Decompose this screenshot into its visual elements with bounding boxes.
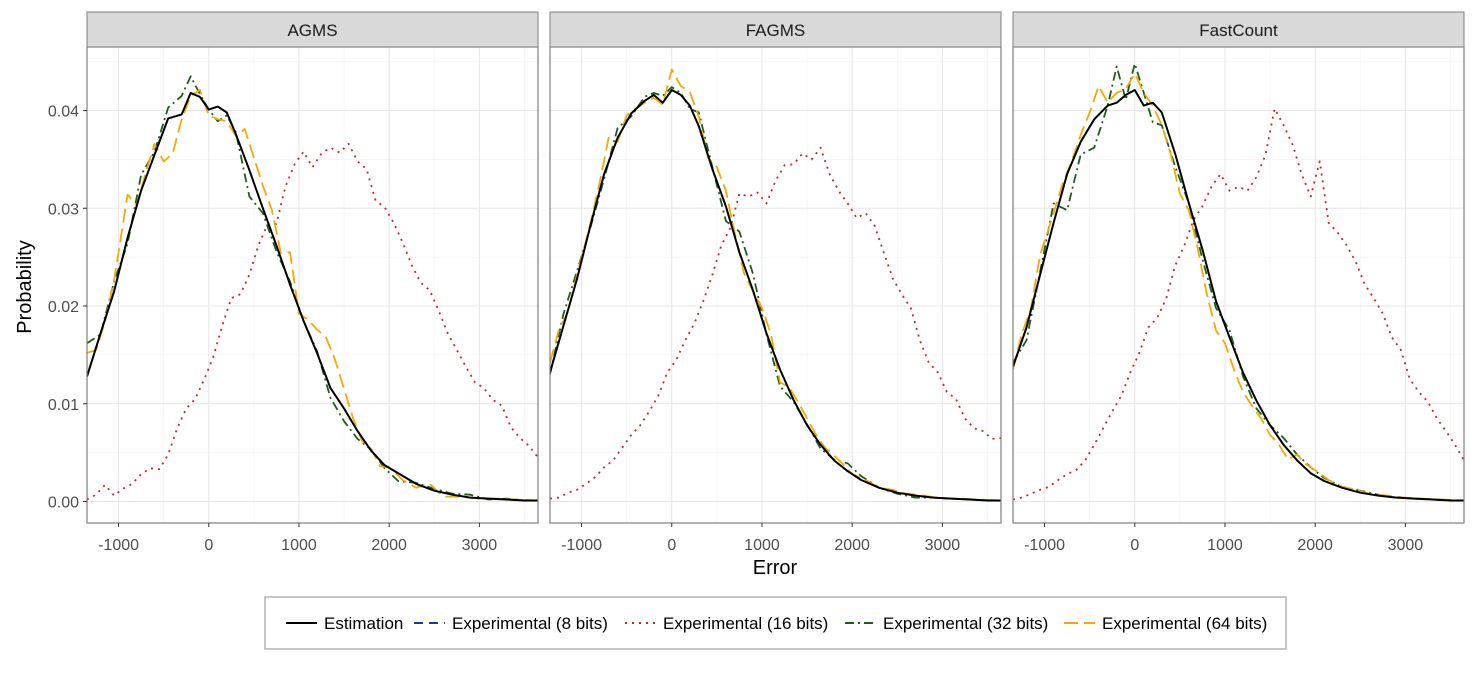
y-axis-title: Probability [14,240,36,333]
facet-strip-label: FastCount [1199,21,1278,40]
x-axis-title: Error [753,557,798,579]
series-line-exp32 [87,75,525,502]
series-group [1013,62,1464,502]
legend-label-exp64: Experimental (64 bits) [1102,614,1267,633]
y-tick-label: 0.00 [48,494,79,511]
x-tick-label: 3000 [925,537,961,554]
x-tick-label: 2000 [1297,537,1333,554]
x-tick-label: 1000 [744,537,780,554]
x-tick-label: 2000 [371,537,407,554]
legend-label-exp8: Experimental (8 bits) [452,614,608,633]
y-tick-label: 0.03 [48,201,79,218]
facet-strip [1012,11,1465,48]
x-tick-label: -1000 [561,537,602,554]
facet-strip-label: AGMS [287,21,337,40]
x-tick-label: 2000 [834,537,870,554]
series-line-exp64 [87,89,538,502]
legend-label-exp32: Experimental (32 bits) [883,614,1048,633]
x-tick-label: -1000 [98,537,139,554]
plot-background [550,47,1001,523]
x-tick-label: 3000 [1388,537,1424,554]
y-tick-label: 0.04 [48,104,79,121]
x-tick-label: 1000 [281,537,317,554]
series-line-estimation [87,91,538,502]
panel-fastcount: FastCount -1000 0 1000 2000 3000 [1012,11,1465,554]
panel-agms: AGMS -1000 0 1000 2000 3000 0.00 0.01 0.02 0.03 0.… [48,11,539,554]
x-tick-label: 0 [667,537,676,554]
series-group [550,68,1001,502]
facet-strip-label: FAGMS [746,21,806,40]
series-line-exp32 [550,86,988,502]
facet-strip [86,11,539,48]
series-line-estimation [1013,89,1464,502]
x-tick-label: 3000 [462,537,498,554]
x-tick-label: 0 [204,537,213,554]
legend-label-exp16: Experimental (16 bits) [663,614,828,633]
x-tick-label: -1000 [1024,537,1065,554]
legend: Estimation Experimental (8 bits) Experimen… [264,596,1287,650]
y-tick-label: 0.01 [48,397,79,414]
plot-background [87,47,538,523]
series-line-exp16 [550,146,1001,500]
series-group [87,75,538,502]
x-tick-label: 0 [1130,537,1139,554]
series-line-exp64 [550,68,1001,502]
y-tick-label: 0.02 [48,299,79,316]
plot-background [1013,47,1464,523]
facet-strip [549,11,1002,48]
panel-fagms: FAGMS -1000 0 1000 2000 3000 [549,11,1002,554]
x-tick-label: 1000 [1207,537,1243,554]
legend-label-estimation: Estimation [324,614,403,633]
series-line-estimation [550,89,1001,502]
